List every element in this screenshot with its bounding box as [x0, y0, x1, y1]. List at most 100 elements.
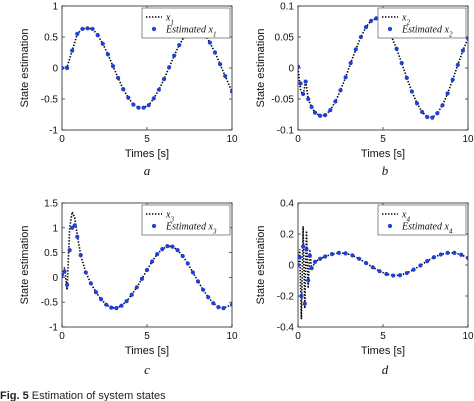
data-point	[309, 104, 314, 110]
data-point	[160, 247, 165, 252]
y-tick-label: 0.5	[44, 248, 58, 259]
y-tick-label: 0.1	[280, 2, 294, 13]
series-markers-estimated-x4	[298, 244, 468, 306]
data-point	[404, 75, 409, 81]
data-point	[65, 282, 70, 287]
data-point	[195, 279, 201, 284]
data-point	[425, 259, 430, 264]
y-tick-label: -0.4	[277, 323, 295, 334]
x-tick-label: 10	[226, 331, 238, 342]
series-line-x1	[62, 27, 232, 109]
data-point	[90, 26, 95, 32]
y-tick-label: 0.2	[280, 230, 294, 241]
data-point	[309, 266, 314, 271]
data-point	[62, 269, 67, 274]
data-point	[384, 271, 389, 277]
data-point	[399, 60, 404, 66]
data-point	[129, 292, 134, 297]
data-point	[460, 48, 465, 53]
data-point	[397, 273, 403, 278]
data-point	[121, 86, 126, 92]
data-point	[88, 281, 93, 286]
data-point	[404, 270, 409, 276]
data-point	[459, 252, 464, 257]
y-tick-label: -0.2	[277, 292, 295, 303]
data-point	[156, 87, 161, 92]
data-point	[155, 251, 160, 257]
legend-swatch-marker	[151, 223, 157, 229]
data-point	[136, 105, 141, 110]
y-tick-label: -0.5	[41, 95, 59, 106]
legend-entry: x3	[165, 210, 174, 224]
panel-d: 0 5 10 -0.4 -0.2 0 0.2 0.4 Times [s] State estima…	[255, 199, 474, 378]
data-point	[318, 113, 323, 118]
y-axis-label: State estimation	[255, 226, 267, 305]
panel-label: a	[144, 163, 151, 178]
data-point	[75, 234, 80, 239]
data-point	[175, 248, 180, 253]
legend-box	[141, 204, 231, 236]
y-tick-label: 0.4	[280, 199, 294, 210]
y-tick-label: 0	[288, 261, 294, 272]
x-axis-label: Times [s]	[125, 345, 169, 357]
x-tick-label: 10	[462, 134, 474, 145]
x-tick-label: 5	[144, 134, 150, 145]
data-point	[318, 256, 323, 261]
y-tick-label: 0	[52, 273, 58, 284]
data-point	[445, 91, 450, 96]
series-markers-estimated-x3	[62, 223, 232, 311]
data-point	[116, 75, 121, 81]
data-point	[370, 265, 375, 270]
data-point	[201, 287, 206, 292]
data-point	[440, 103, 445, 108]
data-point	[78, 252, 83, 258]
data-point	[212, 50, 218, 55]
x-tick-label: 0	[59, 134, 65, 145]
legend-box	[377, 204, 467, 236]
data-point	[343, 75, 348, 80]
legend-swatch-marker	[151, 26, 157, 32]
x-tick-label: 5	[380, 134, 386, 145]
series-line-x4	[298, 226, 468, 320]
y-axis-label: State estimation	[19, 226, 31, 305]
legend-box	[141, 7, 231, 39]
data-point	[85, 26, 90, 31]
data-point	[333, 99, 338, 104]
data-point	[307, 253, 312, 258]
panel-c: 0 5 10 -1 -0.5 0 0.5 1 1.5 Times [s] State estimat…	[19, 199, 238, 378]
data-point	[104, 302, 109, 307]
data-point	[312, 110, 318, 115]
legend-box	[377, 7, 467, 39]
data-point	[150, 259, 155, 264]
y-tick-label: -1	[49, 126, 58, 137]
data-point	[221, 306, 226, 311]
data-point	[394, 46, 399, 51]
data-point	[99, 297, 104, 302]
data-point	[83, 270, 88, 275]
data-point	[100, 41, 105, 46]
data-point	[75, 31, 80, 36]
series-markers-estimated-x1	[62, 26, 232, 110]
data-point	[207, 40, 212, 45]
panel-label: b	[382, 163, 389, 178]
data-point	[450, 77, 455, 82]
data-point	[114, 306, 119, 311]
y-tick-label: 0.05	[275, 33, 295, 44]
data-point	[170, 244, 175, 249]
data-point	[323, 113, 328, 118]
legend-entry: x1	[165, 13, 174, 27]
data-point	[363, 260, 369, 266]
y-tick-label: -1	[49, 323, 58, 334]
data-point	[229, 302, 232, 307]
data-point	[431, 255, 437, 260]
data-point	[411, 267, 416, 272]
panel-b: 0 5 10 -0.1 -0.05 0 0.05 0.1 Times [s] State esti…	[255, 2, 474, 179]
legend-swatch-marker	[387, 26, 393, 32]
data-point	[301, 244, 306, 249]
data-point	[134, 285, 139, 290]
data-point	[211, 301, 216, 306]
data-point	[172, 53, 177, 58]
data-point	[391, 273, 396, 278]
data-point	[146, 103, 151, 108]
data-point	[80, 26, 85, 32]
